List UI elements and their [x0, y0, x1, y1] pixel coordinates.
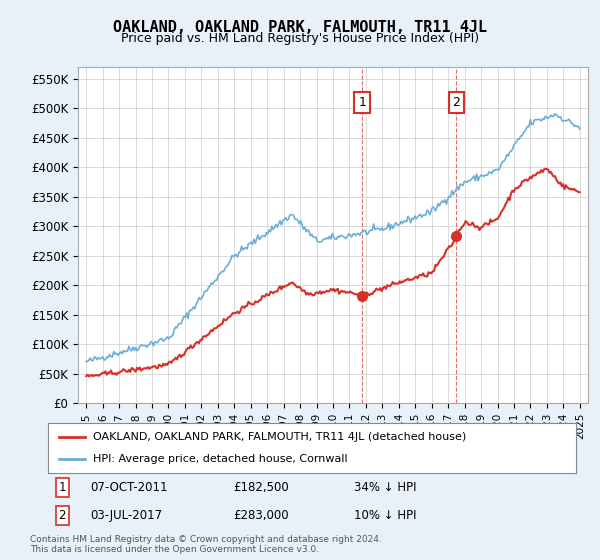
Text: 2: 2 [59, 510, 66, 522]
Text: 07-OCT-2011: 07-OCT-2011 [90, 481, 168, 494]
Text: 1: 1 [59, 481, 66, 494]
Text: 03-JUL-2017: 03-JUL-2017 [90, 510, 163, 522]
Text: Contains HM Land Registry data © Crown copyright and database right 2024.
This d: Contains HM Land Registry data © Crown c… [30, 535, 382, 554]
Text: 10% ↓ HPI: 10% ↓ HPI [354, 510, 417, 522]
Text: OAKLAND, OAKLAND PARK, FALMOUTH, TR11 4JL (detached house): OAKLAND, OAKLAND PARK, FALMOUTH, TR11 4J… [93, 432, 466, 442]
Text: 34% ↓ HPI: 34% ↓ HPI [354, 481, 417, 494]
Text: HPI: Average price, detached house, Cornwall: HPI: Average price, detached house, Corn… [93, 454, 347, 464]
Text: £182,500: £182,500 [233, 481, 289, 494]
Text: Price paid vs. HM Land Registry's House Price Index (HPI): Price paid vs. HM Land Registry's House … [121, 32, 479, 45]
Text: 2: 2 [452, 96, 460, 109]
Text: 1: 1 [358, 96, 366, 109]
Text: £283,000: £283,000 [233, 510, 289, 522]
Text: OAKLAND, OAKLAND PARK, FALMOUTH, TR11 4JL: OAKLAND, OAKLAND PARK, FALMOUTH, TR11 4J… [113, 20, 487, 35]
